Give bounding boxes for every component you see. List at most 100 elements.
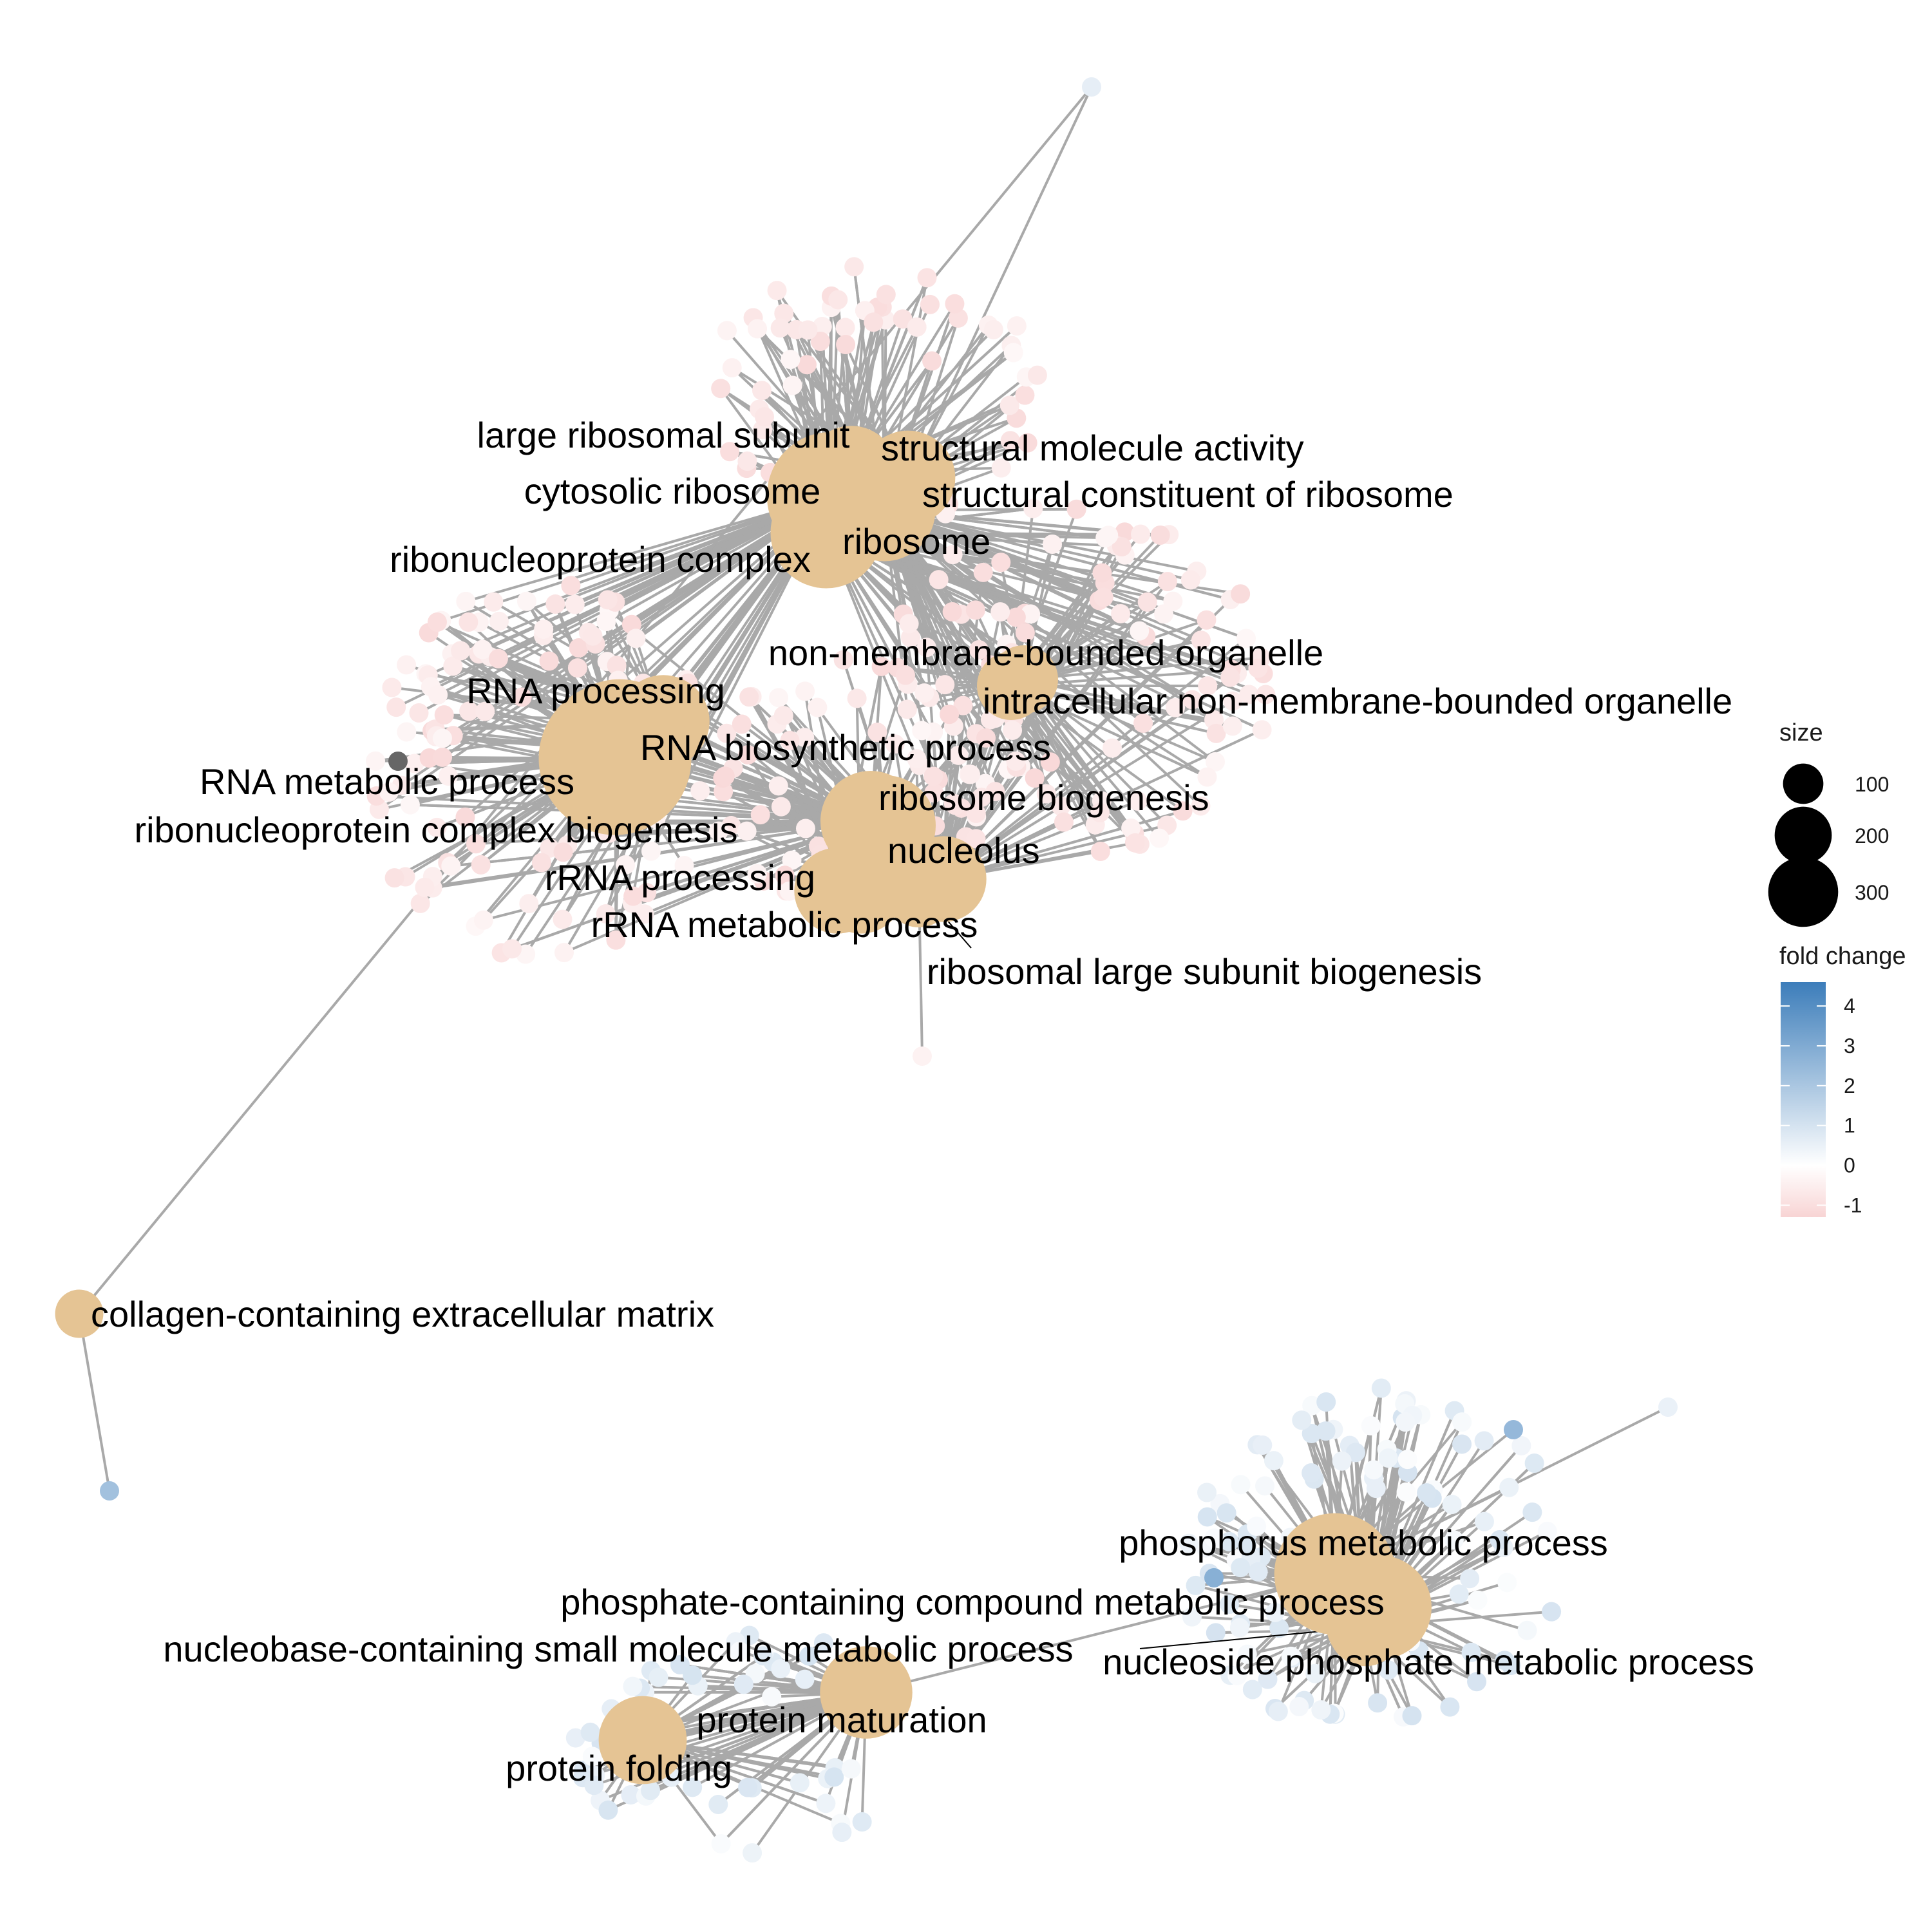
gene-node — [920, 294, 940, 314]
category-label-collagen-containing-extracellular-matrix: collagen-containing extracellular matrix — [91, 1294, 714, 1334]
gene-node — [1206, 752, 1226, 772]
gene-node — [1474, 1431, 1494, 1451]
category-label-structural-constituent-of-ribosome: structural constituent of ribosome — [922, 474, 1454, 515]
edge — [942, 598, 1232, 880]
fold-tick-label: 2 — [1844, 1074, 1855, 1097]
category-node-ribonucleoprotein-complex — [766, 431, 895, 560]
gene-node — [1311, 1700, 1331, 1720]
gene-node — [893, 309, 913, 329]
gene-node — [1378, 1448, 1398, 1468]
gene-node — [561, 576, 581, 596]
gene-node — [737, 451, 757, 471]
gene-node — [569, 638, 589, 658]
gene-node — [641, 1781, 661, 1801]
gene-node — [1217, 1503, 1236, 1523]
gene-node — [755, 407, 775, 427]
fold-tick-label: 0 — [1844, 1154, 1855, 1177]
gene-node — [1231, 1475, 1251, 1495]
gene-node — [1253, 1435, 1273, 1455]
gene-node — [734, 1674, 753, 1694]
gene-node — [1006, 607, 1026, 627]
category-node-collagen-containing-extracellular-matrix — [55, 1289, 104, 1338]
gene-node — [835, 317, 855, 337]
gene-node — [516, 591, 536, 611]
gene-node — [1027, 365, 1047, 385]
gene-node — [1051, 796, 1071, 816]
gene-node — [844, 257, 864, 277]
gene-node — [489, 611, 509, 631]
gene-node — [1511, 1435, 1531, 1455]
gene-node — [1252, 720, 1272, 740]
gene-node — [780, 730, 800, 750]
gene-node — [966, 803, 986, 823]
gene-node — [715, 766, 735, 786]
gene-node — [1460, 1569, 1480, 1589]
gene-node — [1025, 768, 1045, 788]
category-label-phosphate-containing-compound-metabolic-process: phosphate-containing compound metabolic … — [560, 1582, 1384, 1622]
gene-node — [795, 1669, 815, 1689]
gene-node — [770, 318, 790, 338]
gene-node — [949, 745, 969, 765]
gene-node — [1112, 537, 1132, 557]
gene-node — [567, 658, 587, 678]
gene-node — [790, 1773, 810, 1793]
gene-node — [798, 320, 818, 340]
gene-node — [852, 1812, 872, 1832]
gene-node — [1468, 1590, 1488, 1610]
gene-node — [1242, 1680, 1262, 1700]
gene-node — [596, 904, 616, 924]
gene-node — [913, 1046, 932, 1066]
gene-node — [1128, 791, 1148, 811]
gene-node — [833, 650, 853, 670]
category-labels-layer: large ribosomal subunit structural molecu… — [91, 415, 1754, 1788]
gene-node — [1094, 587, 1113, 607]
gene-node — [1220, 1594, 1240, 1614]
gene-node — [1302, 1463, 1321, 1483]
category-label-nucleobase-containing-small-molecule-metabolic-process: nucleobase-containing small molecule met… — [163, 1629, 1073, 1669]
gene-node — [565, 594, 585, 614]
gene-node — [404, 753, 424, 773]
gene-node — [502, 939, 522, 959]
edge — [942, 572, 985, 880]
gene-node — [1452, 1434, 1472, 1454]
gene-node — [1023, 498, 1043, 518]
fold-tick-label: 4 — [1844, 994, 1855, 1018]
gene-node — [1444, 1530, 1464, 1550]
category-label-protein-folding: protein folding — [506, 1748, 732, 1788]
gene-node — [1191, 796, 1211, 816]
gene-node — [583, 626, 603, 646]
gene-node — [1099, 526, 1119, 545]
fold-change-ticks: 4 3 2 1 0 -1 — [1781, 994, 1862, 1217]
gene-node — [1231, 1558, 1251, 1578]
gene-node — [750, 805, 770, 825]
gene-node — [960, 764, 980, 784]
gene-node — [900, 627, 920, 647]
gene-node — [923, 766, 943, 786]
edge — [884, 509, 1247, 640]
gene-node — [621, 1785, 641, 1805]
gene-node — [1182, 1607, 1202, 1627]
gene-node — [1268, 1701, 1288, 1721]
gene-node — [1003, 343, 1023, 363]
gene-node — [1222, 716, 1242, 736]
gene-node — [384, 868, 404, 888]
gene-node — [1474, 1511, 1494, 1531]
gene-node — [1007, 316, 1027, 336]
gene-node — [580, 1722, 600, 1742]
gene-node — [512, 687, 532, 707]
gene-node — [779, 881, 799, 901]
gene-node — [519, 894, 539, 914]
gene-node — [737, 821, 757, 841]
gene-node — [1150, 828, 1170, 848]
gene-node — [606, 930, 626, 950]
gene-node — [1018, 433, 1037, 453]
gene-node — [976, 728, 996, 748]
gene-node — [1542, 1602, 1562, 1622]
gene-node — [747, 864, 767, 884]
gene-node — [1163, 591, 1183, 611]
gene-node — [1452, 1412, 1472, 1432]
gene-node — [641, 841, 661, 861]
edge — [883, 509, 1048, 795]
gene-node — [427, 612, 447, 632]
gene-node — [623, 886, 643, 906]
